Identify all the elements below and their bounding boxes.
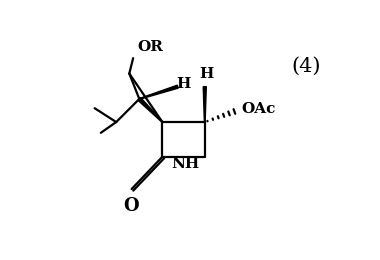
Polygon shape (138, 98, 163, 122)
Text: O: O (123, 197, 139, 215)
Text: H: H (176, 77, 190, 91)
Text: NH: NH (171, 157, 200, 171)
Text: H: H (199, 67, 214, 81)
Text: OAc: OAc (242, 102, 276, 116)
Text: (4): (4) (292, 56, 321, 75)
Polygon shape (139, 85, 178, 99)
Polygon shape (203, 87, 206, 122)
Text: OR: OR (137, 40, 163, 54)
